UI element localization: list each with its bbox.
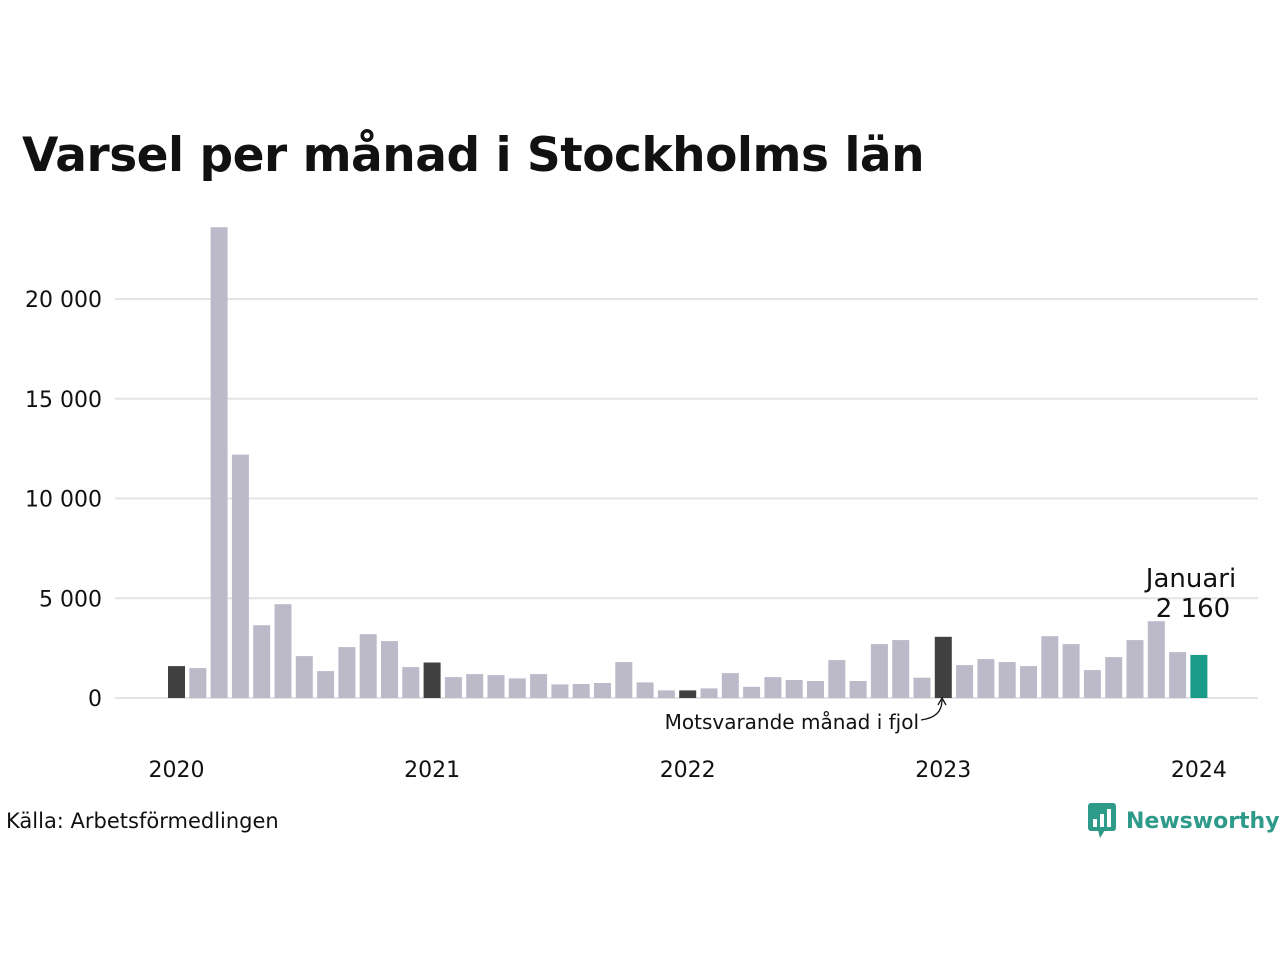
bar [956, 665, 974, 698]
bar [594, 683, 611, 698]
bar-same-month [423, 662, 441, 698]
y-tick-label: 15 000 [25, 388, 102, 413]
bar [189, 668, 207, 698]
bar [700, 688, 718, 698]
bar [317, 671, 335, 698]
comparison-arrow [920, 699, 943, 721]
x-tick-label: 2022 [660, 758, 716, 783]
bar [998, 662, 1016, 698]
bar [274, 604, 292, 698]
bars [168, 227, 1208, 698]
bar [508, 678, 526, 698]
bar [253, 625, 271, 698]
x-tick-label: 2020 [149, 758, 205, 783]
y-tick-label: 20 000 [25, 288, 102, 313]
bar [870, 644, 888, 698]
bar [231, 454, 249, 698]
bar [743, 686, 761, 698]
bar [338, 647, 356, 698]
bar [444, 677, 462, 698]
chart-title: Varsel per månad i Stockholms län [22, 128, 925, 183]
bar [1083, 670, 1101, 698]
bar [1062, 644, 1080, 698]
bar [828, 660, 846, 698]
annotations: Januari 2 160 Motsvarande månad i fjol [665, 564, 1237, 734]
x-axis-tick-labels: 2020 2021 2022 2023 2024 [149, 758, 1227, 783]
bar [530, 674, 548, 698]
bar [1126, 640, 1144, 698]
bar [657, 690, 675, 698]
y-tick-label: 10 000 [25, 488, 102, 513]
bar-same-month [679, 690, 697, 698]
x-tick-label: 2021 [404, 758, 460, 783]
y-axis-tick-labels: 0 5 000 10 000 15 000 20 000 [25, 288, 102, 712]
bar [977, 659, 995, 698]
bar [295, 656, 313, 698]
bar [785, 680, 803, 698]
bar [381, 641, 398, 698]
current-month-label: Januari [1144, 564, 1236, 594]
comparison-annotation: Motsvarande månad i fjol [665, 710, 919, 734]
y-tick-label: 0 [88, 687, 102, 712]
bar [807, 681, 824, 698]
bar [849, 681, 867, 698]
bar-same-month [168, 666, 185, 698]
x-tick-label: 2023 [915, 758, 971, 783]
y-tick-label: 5 000 [39, 587, 102, 612]
x-tick-label: 2024 [1171, 758, 1227, 783]
bar [913, 677, 931, 698]
bar [466, 674, 484, 698]
bar-same-month [934, 636, 952, 698]
bar [1020, 666, 1037, 698]
bar [359, 634, 377, 698]
current-value-label: 2 160 [1156, 594, 1230, 624]
bar [551, 684, 569, 698]
bar [636, 682, 654, 698]
bar [1169, 652, 1187, 698]
brand-logo: Newsworthy [1088, 803, 1280, 839]
newsworthy-logo-icon [1088, 803, 1116, 838]
brand-name: Newsworthy [1126, 808, 1280, 834]
bar [764, 677, 782, 698]
comparison-arrow-head [937, 696, 947, 706]
bar [402, 667, 420, 698]
bar [1147, 621, 1165, 698]
bar [892, 640, 910, 698]
bar [721, 673, 739, 698]
bar-current-month [1190, 654, 1208, 698]
bar [572, 684, 590, 698]
bar [615, 662, 633, 698]
bar [210, 227, 228, 698]
bar [487, 675, 505, 698]
source-note: Källa: Arbetsförmedlingen [6, 809, 279, 833]
bar [1105, 657, 1123, 698]
bar [1041, 636, 1059, 698]
